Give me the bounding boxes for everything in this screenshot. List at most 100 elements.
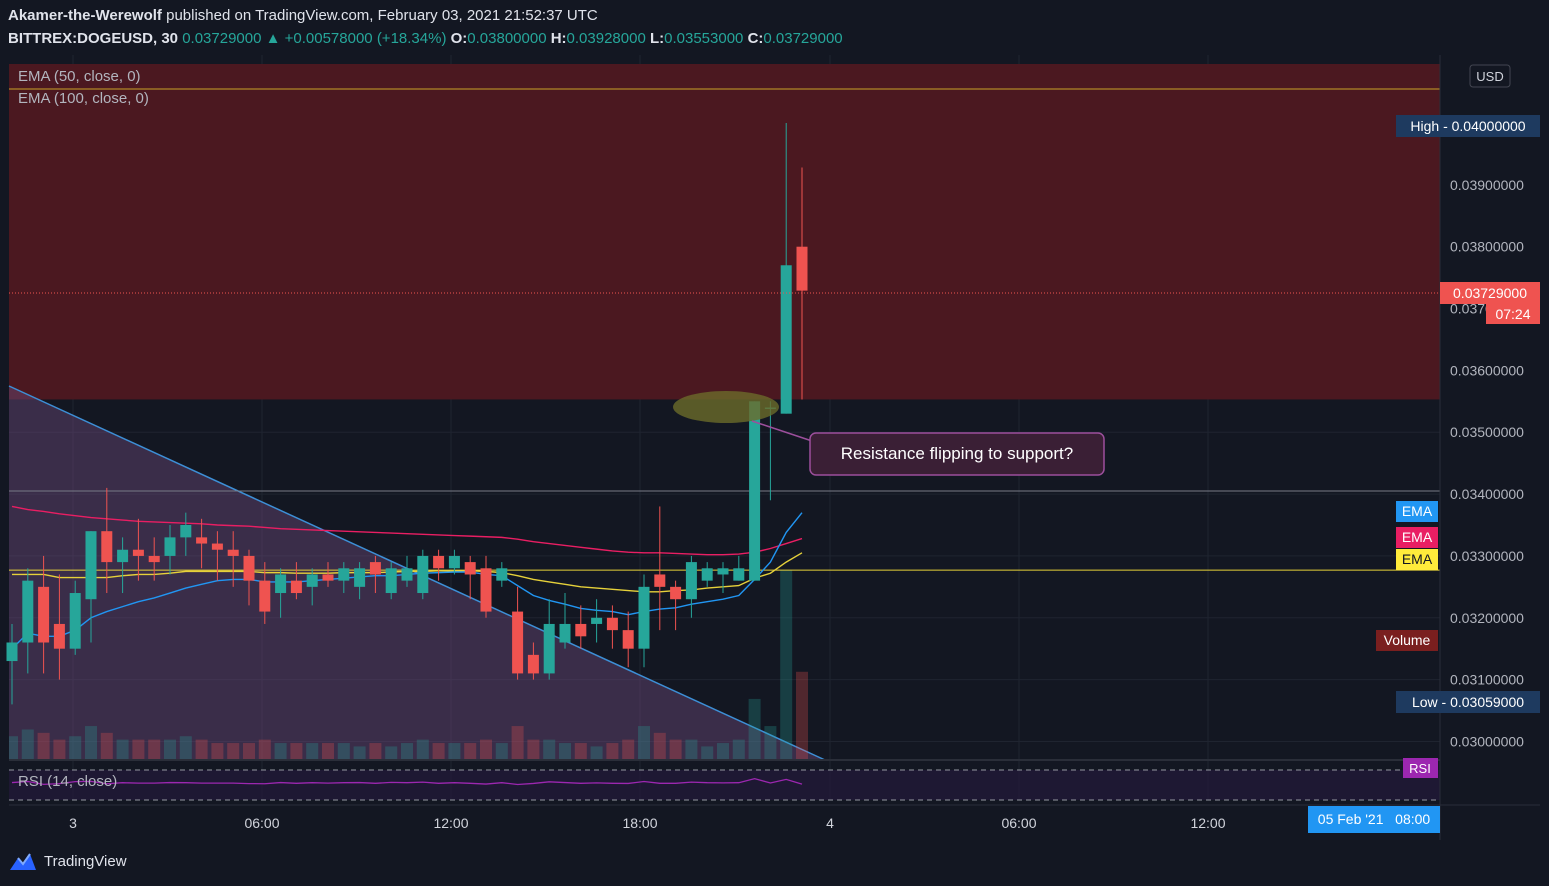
candle-body bbox=[685, 562, 697, 600]
volume-bar bbox=[322, 743, 334, 760]
volume-bar bbox=[164, 739, 176, 760]
volume-bar bbox=[195, 739, 208, 760]
volume-bar bbox=[543, 739, 556, 760]
svg-text:Low - 0.03059000: Low - 0.03059000 bbox=[1412, 694, 1524, 710]
candle-body bbox=[275, 574, 287, 594]
candle-body bbox=[670, 586, 682, 600]
footer[interactable]: TradingView bbox=[8, 850, 127, 872]
price-tick-label: 0.03000000 bbox=[1450, 733, 1524, 749]
candle bbox=[196, 518, 208, 569]
volume-bar bbox=[227, 743, 240, 760]
candle bbox=[638, 574, 650, 668]
volume-bar bbox=[527, 739, 540, 760]
volume-bar bbox=[100, 732, 113, 760]
volume-bar bbox=[622, 739, 635, 760]
candle-body bbox=[290, 580, 302, 594]
currency-badge[interactable]: USD bbox=[1469, 64, 1511, 88]
candle-body bbox=[196, 537, 208, 544]
price-axis[interactable]: 0.040000000.039000000.038000000.03700000… bbox=[1450, 115, 1524, 749]
candle bbox=[464, 555, 476, 600]
candle-body bbox=[259, 580, 271, 612]
low-label: L: bbox=[649, 30, 665, 47]
candle bbox=[243, 549, 255, 606]
volume-bar bbox=[116, 739, 129, 760]
candle-body bbox=[132, 549, 144, 556]
candle-body bbox=[654, 574, 666, 587]
time-tick-label: 18:00 bbox=[622, 815, 657, 831]
svg-text:Volume: Volume bbox=[1384, 632, 1431, 648]
candle bbox=[211, 531, 223, 581]
volume-bar bbox=[385, 746, 398, 760]
publish-info: Akamer-the-Werewolf published on Trading… bbox=[8, 7, 598, 24]
volume-bar bbox=[337, 743, 350, 760]
volume-bar bbox=[638, 726, 650, 760]
candle bbox=[227, 531, 239, 587]
candle-body bbox=[464, 562, 476, 575]
candle bbox=[417, 549, 429, 600]
price-tick-label: 0.03200000 bbox=[1450, 610, 1524, 626]
symbol-info: BITTREX:DOGEUSD, 30 0.03729000 ▲ +0.0057… bbox=[8, 30, 843, 47]
candle-body bbox=[638, 586, 650, 649]
candle bbox=[433, 549, 445, 581]
candle bbox=[117, 537, 129, 594]
svg-text:EMA: EMA bbox=[1402, 551, 1433, 567]
last-price: 0.03729000 bbox=[182, 30, 262, 47]
candle-body bbox=[385, 568, 397, 594]
rsi-line bbox=[11, 777, 803, 786]
candle bbox=[733, 555, 745, 581]
candle bbox=[606, 605, 618, 649]
volume-bar bbox=[37, 732, 50, 760]
volume-bars bbox=[9, 570, 808, 760]
ema-tag-yellow: EMA bbox=[1396, 549, 1438, 570]
candle-body bbox=[354, 568, 366, 587]
volume-bar bbox=[574, 743, 587, 760]
time-axis[interactable]: 3 06:00 12:00 18:00 4 06:00 12:00 bbox=[69, 815, 1226, 831]
candle-body bbox=[591, 617, 603, 624]
candle-body bbox=[322, 574, 334, 581]
candle bbox=[496, 562, 508, 587]
legend-ema50[interactable]: EMA (50, close, 0) bbox=[18, 68, 141, 85]
candle bbox=[322, 562, 334, 587]
volume-bar bbox=[274, 743, 287, 760]
volume-bar bbox=[780, 570, 793, 760]
published-text: published on TradingView.com, February 0… bbox=[166, 7, 598, 24]
high-label: H: bbox=[550, 30, 567, 47]
author-name: Akamer-the-Werewolf bbox=[8, 7, 162, 24]
candle-body bbox=[6, 642, 18, 662]
low-value: 0.03553000 bbox=[664, 30, 744, 47]
candle bbox=[180, 512, 192, 556]
open-value: 0.03800000 bbox=[467, 30, 547, 47]
svg-text:High - 0.04000000: High - 0.04000000 bbox=[1410, 118, 1525, 134]
volume-bar bbox=[53, 739, 66, 760]
high-value: 0.03928000 bbox=[566, 30, 646, 47]
candle-body bbox=[717, 568, 729, 575]
legend-ema100[interactable]: EMA (100, close, 0) bbox=[18, 90, 149, 107]
volume-bar bbox=[701, 746, 714, 760]
volume-bar bbox=[369, 743, 382, 760]
candle-body bbox=[85, 531, 97, 600]
candle bbox=[385, 562, 397, 600]
candle bbox=[749, 401, 761, 581]
candle bbox=[480, 555, 492, 618]
svg-text:RSI: RSI bbox=[1409, 761, 1431, 776]
callout-text: Resistance flipping to support? bbox=[841, 444, 1073, 463]
candle-body bbox=[338, 568, 350, 581]
candle-body bbox=[543, 623, 555, 674]
volume-bar bbox=[732, 739, 745, 760]
candle bbox=[38, 555, 50, 674]
candle bbox=[275, 568, 287, 618]
high-label: High - 0.04000000 bbox=[1396, 115, 1540, 137]
symbol-name: BITTREX:DOGEUSD, 30 bbox=[8, 30, 179, 47]
ema-tag-blue: EMA bbox=[1396, 501, 1438, 522]
candle bbox=[717, 562, 729, 594]
svg-text:EMA: EMA bbox=[1402, 529, 1433, 545]
candle bbox=[685, 555, 697, 618]
candle bbox=[701, 562, 713, 587]
low-label: Low - 0.03059000 bbox=[1396, 691, 1540, 713]
legend-rsi[interactable]: RSI (14, close) bbox=[18, 773, 117, 790]
price-change: ▲ +0.00578000 (+18.34%) bbox=[265, 30, 447, 47]
volume-bar bbox=[401, 743, 413, 760]
candle bbox=[796, 167, 808, 400]
price-tick-label: 0.03800000 bbox=[1450, 239, 1524, 255]
